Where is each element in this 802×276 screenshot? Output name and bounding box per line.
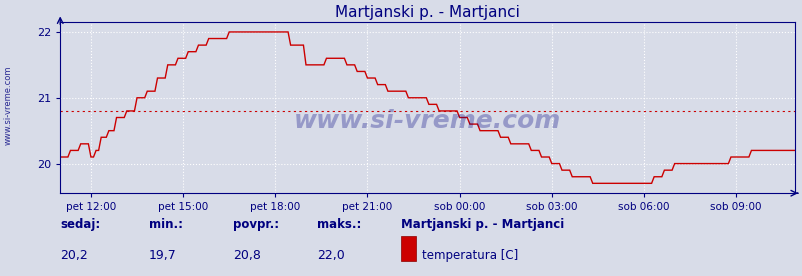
Text: www.si-vreme.com: www.si-vreme.com: [294, 109, 561, 133]
Text: min.:: min.:: [148, 218, 182, 231]
Text: Martjanski p. - Martjanci: Martjanski p. - Martjanci: [401, 218, 564, 231]
Text: sedaj:: sedaj:: [60, 218, 100, 231]
Text: 22,0: 22,0: [317, 250, 345, 262]
Title: Martjanski p. - Martjanci: Martjanski p. - Martjanci: [334, 4, 520, 20]
Text: maks.:: maks.:: [317, 218, 361, 231]
Text: 20,8: 20,8: [233, 250, 261, 262]
Text: www.si-vreme.com: www.si-vreme.com: [3, 65, 13, 145]
Text: 20,2: 20,2: [60, 250, 88, 262]
Text: povpr.:: povpr.:: [233, 218, 278, 231]
Text: 19,7: 19,7: [148, 250, 176, 262]
Text: temperatura [C]: temperatura [C]: [422, 250, 518, 262]
